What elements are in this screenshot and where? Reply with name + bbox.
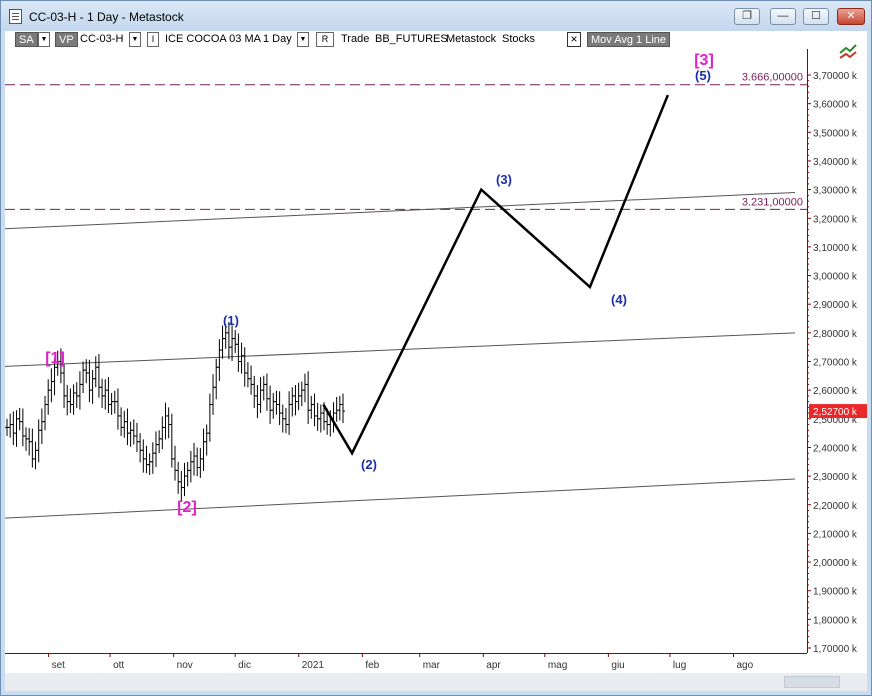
symbol-dropdown-icon[interactable]: ▼	[129, 32, 141, 47]
y-tick-label: 2,20000 k	[813, 501, 858, 512]
title-bar[interactable]: CC-03-H - 1 Day - Metastock ❐ — ☐ ✕	[1, 1, 871, 31]
price-level-label: 3.666,00000	[742, 72, 803, 84]
restore-window-button[interactable]: ❐	[734, 8, 760, 25]
y-tick-label: 3,30000 k	[813, 186, 858, 197]
sa-button[interactable]: SA	[15, 32, 38, 47]
trade-arrows-icon[interactable]	[837, 41, 859, 63]
indicator-label[interactable]: Mov Avg 1 Line	[587, 32, 671, 47]
y-tick-label: 2,10000 k	[813, 529, 858, 540]
r-dropdown[interactable]: R	[316, 32, 334, 47]
maximize-button[interactable]: ☐	[803, 8, 829, 25]
minimize-button[interactable]: —	[770, 8, 796, 25]
y-tick-label: 3,20000 k	[813, 214, 858, 225]
x-tick-label: mag	[548, 660, 567, 671]
price-level-label: 3.231,00000	[742, 196, 803, 208]
close-button[interactable]: ✕	[837, 8, 865, 25]
trendline-upper	[5, 332, 796, 367]
y-tick-label: 3,40000 k	[813, 157, 858, 168]
trendline-top	[5, 191, 796, 230]
wave-label: (5)	[695, 68, 711, 83]
y-tick-label: 2,30000 k	[813, 472, 858, 483]
horizontal-scrollbar[interactable]	[5, 673, 867, 691]
x-tick-label: lug	[673, 660, 686, 671]
x-tick-label: dic	[238, 660, 251, 671]
chart-area[interactable]	[5, 49, 867, 673]
periodicity-label: 1 Day	[263, 33, 292, 45]
wave-label: [3]	[694, 52, 714, 69]
close-indicator-button[interactable]: ×	[567, 32, 581, 47]
y-tick-label: 2,40000 k	[813, 443, 858, 454]
y-tick-label: 2,50000 k	[813, 415, 858, 426]
x-tick-label: giu	[611, 660, 624, 671]
x-tick-label: apr	[486, 660, 501, 671]
y-tick-label: 3,10000 k	[813, 243, 858, 254]
y-tick-label: 3,70000 k	[813, 71, 858, 82]
y-tick-label: 3,60000 k	[813, 100, 858, 111]
source-label: BB_FUTURES	[375, 33, 448, 45]
wave-label: (4)	[611, 292, 627, 307]
app-label: Metastock	[446, 33, 497, 45]
y-tick-label: 2,90000 k	[813, 300, 858, 311]
elliott-projection-line	[322, 94, 670, 456]
security-info-icon[interactable]: I	[147, 32, 159, 47]
y-tick-label: 2,70000 k	[813, 358, 858, 369]
wave-label: [2]	[177, 499, 197, 516]
y-tick-label: 2,60000 k	[813, 386, 858, 397]
x-tick-label: mar	[423, 660, 441, 671]
x-tick-label: feb	[365, 660, 379, 671]
y-tick-label: 2,80000 k	[813, 329, 858, 340]
vp-button[interactable]: VP	[55, 32, 78, 47]
mode-label: Trade	[341, 33, 370, 45]
trendline-lower	[5, 478, 796, 519]
x-tick-label: 2021	[302, 660, 325, 671]
y-tick-label: 2,00000 k	[813, 558, 858, 569]
y-tick-label: 1,90000 k	[813, 587, 858, 598]
y-tick-label: 3,00000 k	[813, 272, 858, 283]
window-title: CC-03-H - 1 Day - Metastock	[29, 10, 184, 24]
wave-label: (1)	[223, 313, 239, 328]
wave-label: (2)	[361, 457, 377, 472]
wave-label: (3)	[496, 172, 512, 187]
type-label: Stocks	[502, 33, 536, 45]
x-tick-label: nov	[177, 660, 193, 671]
last-price-marker	[809, 404, 867, 419]
y-tick-label: 1,70000 k	[813, 644, 858, 655]
periodicity-dropdown-icon[interactable]: ▼	[297, 32, 309, 47]
y-tick-label: 1,80000 k	[813, 615, 858, 626]
scrollbar-thumb[interactable]	[784, 676, 840, 688]
price-chart[interactable]: 1,70000 k 1,80000 k 1,90000 k 2,00000 k 2,10…	[5, 49, 867, 673]
sa-dropdown-icon[interactable]: ▼	[38, 32, 50, 47]
wave-label: [1]	[45, 350, 65, 367]
symbol-label: CC-03-H	[80, 33, 124, 45]
x-tick-label: ott	[113, 660, 124, 671]
x-tick-label: set	[52, 660, 66, 671]
y-tick-label: 3,50000 k	[813, 128, 858, 139]
security-name: ICE COCOA 03 MA	[165, 33, 261, 45]
x-tick-label: ago	[736, 660, 753, 671]
last-price-label: 2,52700 k	[813, 407, 858, 418]
chart-toolbar: SA ▼ VP CC-03-H ▼ I ICE COCOA 03 MA 1 Da…	[5, 31, 867, 49]
chart-document-icon	[9, 9, 22, 24]
